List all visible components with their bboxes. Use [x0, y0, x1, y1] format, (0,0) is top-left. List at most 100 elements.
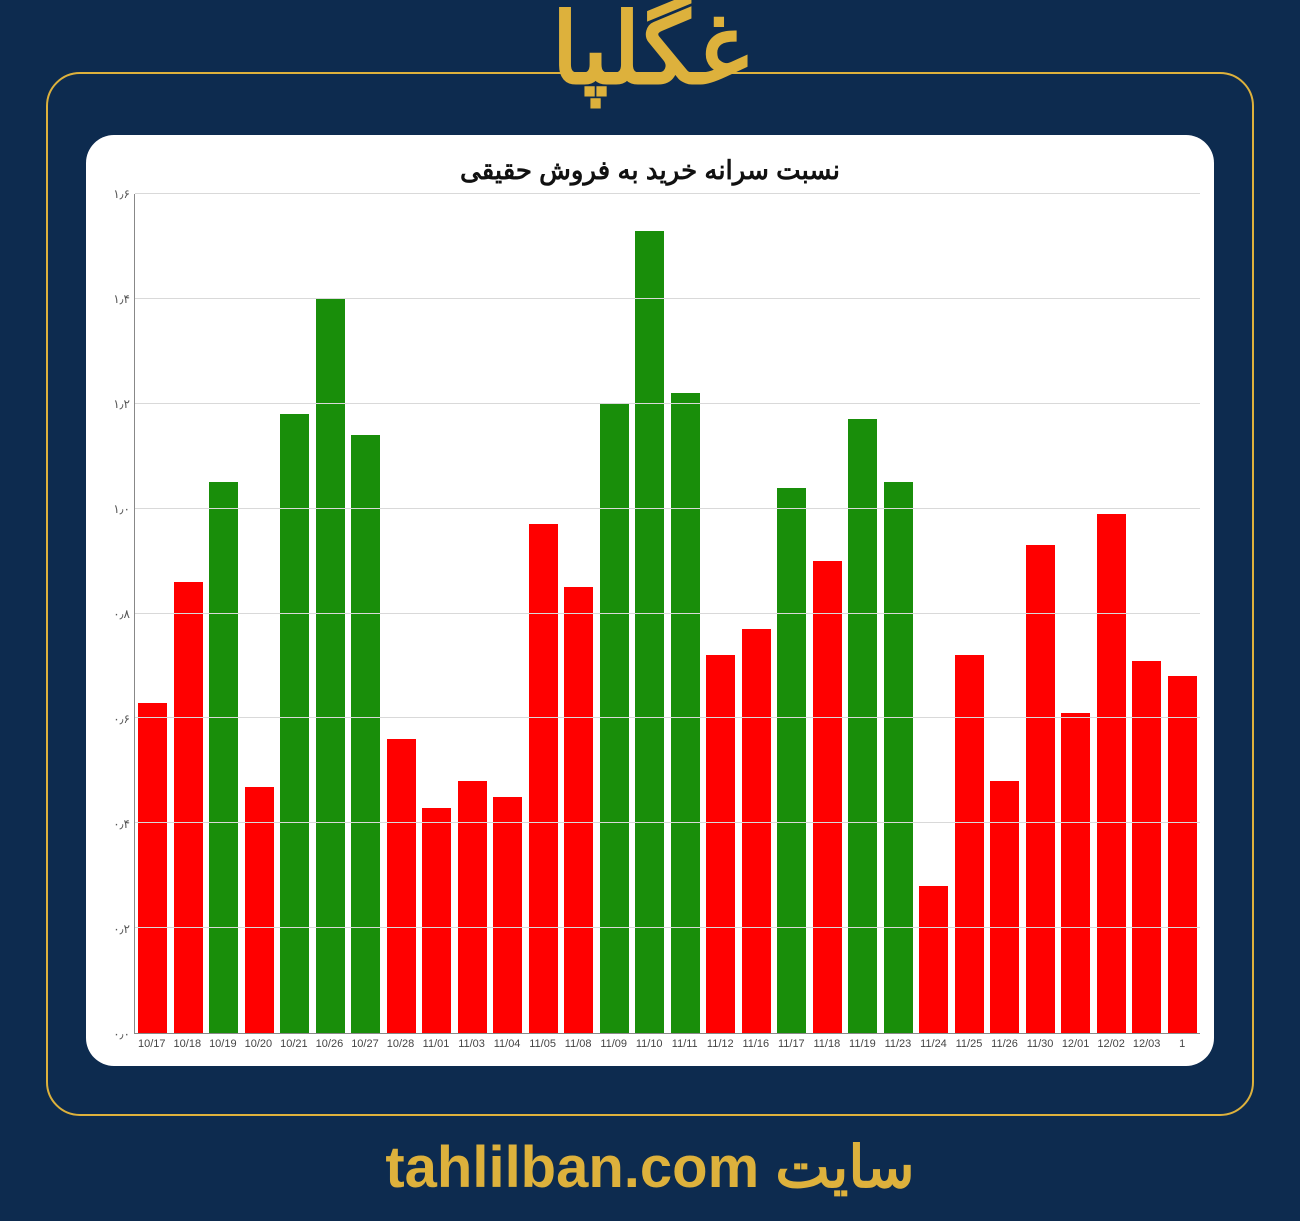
plot	[134, 194, 1200, 1034]
x-tick-label: 11/23	[880, 1034, 916, 1056]
chart-panel: نسبت سرانه خرید به فروش حقیقی ۰٫۰۰٫۲۰٫۴۰…	[86, 135, 1214, 1066]
bar	[138, 703, 167, 1033]
brand-title: غگلپا	[551, 0, 748, 98]
bar	[1026, 545, 1055, 1033]
bar-slot	[384, 194, 420, 1033]
bar-slot	[242, 194, 278, 1033]
grid-line	[135, 193, 1200, 194]
bar-slot	[277, 194, 313, 1033]
bar	[813, 561, 842, 1033]
x-tick-label: 11/11	[667, 1034, 703, 1056]
footer-site: tahlilban.com	[385, 1135, 759, 1200]
bar	[387, 739, 416, 1033]
bar-slot	[739, 194, 775, 1033]
y-tick-label: ۱٫۴	[113, 292, 130, 306]
bar	[635, 231, 664, 1033]
bar	[458, 781, 487, 1033]
x-tick-label: 11/25	[951, 1034, 987, 1056]
x-tick-label: 11/04	[489, 1034, 525, 1056]
bar-slot	[1129, 194, 1165, 1033]
bar	[1168, 676, 1197, 1033]
bar	[919, 886, 948, 1033]
x-tick-label: 11/24	[916, 1034, 952, 1056]
y-tick-label: ۱٫۰	[113, 502, 130, 516]
bar-slot	[632, 194, 668, 1033]
chart-title: نسبت سرانه خرید به فروش حقیقی	[100, 155, 1200, 186]
grid-line	[135, 927, 1200, 928]
bar	[245, 787, 274, 1033]
bar-slot	[526, 194, 562, 1033]
x-tick-label: 11/03	[454, 1034, 490, 1056]
bar	[706, 655, 735, 1033]
x-tick-label: 1	[1164, 1034, 1200, 1056]
grid-line	[135, 508, 1200, 509]
bar	[848, 419, 877, 1033]
x-tick-label: 11/10	[631, 1034, 667, 1056]
x-tick-label: 12/01	[1058, 1034, 1094, 1056]
bar	[422, 808, 451, 1033]
grid-line	[135, 298, 1200, 299]
bar-slot	[881, 194, 917, 1033]
x-tick-label: 11/12	[703, 1034, 739, 1056]
x-tick-label: 10/17	[134, 1034, 170, 1056]
bar-slot	[419, 194, 455, 1033]
y-tick-label: ۰٫۶	[113, 712, 130, 726]
x-tick-label: 11/19	[845, 1034, 881, 1056]
bar-slot	[703, 194, 739, 1033]
x-tick-label: 11/09	[596, 1034, 632, 1056]
x-tick-label: 12/02	[1093, 1034, 1129, 1056]
bar-slot	[774, 194, 810, 1033]
bar	[351, 435, 380, 1033]
bar-slot	[171, 194, 207, 1033]
x-tick-label: 12/03	[1129, 1034, 1165, 1056]
bar-slot	[561, 194, 597, 1033]
bar-slot	[455, 194, 491, 1033]
bar-slot	[348, 194, 384, 1033]
bar	[174, 582, 203, 1033]
bar	[529, 524, 558, 1033]
y-tick-label: ۰٫۸	[113, 607, 130, 621]
bar	[564, 587, 593, 1033]
bar	[777, 488, 806, 1033]
bar-slot	[845, 194, 881, 1033]
x-tick-label: 10/26	[312, 1034, 348, 1056]
x-tick-label: 10/20	[241, 1034, 277, 1056]
bar	[1061, 713, 1090, 1033]
bar-slot	[916, 194, 952, 1033]
x-tick-label: 10/27	[347, 1034, 383, 1056]
x-tick-label: 11/08	[560, 1034, 596, 1056]
footer: سایت tahlilban.com	[0, 1133, 1300, 1201]
bar-slot	[206, 194, 242, 1033]
y-tick-label: ۱٫۲	[113, 397, 130, 411]
bar	[884, 482, 913, 1033]
y-axis: ۰٫۰۰٫۲۰٫۴۰٫۶۰٫۸۱٫۰۱٫۲۱٫۴۱٫۶	[100, 194, 134, 1034]
x-tick-label: 11/30	[1022, 1034, 1058, 1056]
bar	[742, 629, 771, 1033]
bar-slot	[952, 194, 988, 1033]
bar	[209, 482, 238, 1033]
grid-line	[135, 717, 1200, 718]
bar-slot	[1023, 194, 1059, 1033]
y-tick-label: ۰٫۲	[113, 922, 130, 936]
x-tick-label: 11/01	[418, 1034, 454, 1056]
bar-slot	[1165, 194, 1201, 1033]
bar-slot	[1094, 194, 1130, 1033]
grid-line	[135, 613, 1200, 614]
grid-line	[135, 403, 1200, 404]
x-tick-label: 11/26	[987, 1034, 1023, 1056]
bar-slot	[135, 194, 171, 1033]
bar	[600, 404, 629, 1033]
x-tick-label: 11/16	[738, 1034, 774, 1056]
bar	[493, 797, 522, 1033]
footer-prefix: سایت	[759, 1135, 914, 1200]
y-tick-label: ۱٫۶	[113, 187, 130, 201]
bar-slot	[810, 194, 846, 1033]
x-tick-label: 11/05	[525, 1034, 561, 1056]
x-axis: 10/1710/1810/1910/2010/2110/2610/2710/28…	[100, 1034, 1200, 1056]
y-tick-label: ۰٫۰	[113, 1027, 130, 1041]
x-tick-label: 10/18	[170, 1034, 206, 1056]
x-tick-label: 10/28	[383, 1034, 419, 1056]
bars-container	[135, 194, 1200, 1033]
x-tick-label: 10/19	[205, 1034, 241, 1056]
grid-line	[135, 822, 1200, 823]
